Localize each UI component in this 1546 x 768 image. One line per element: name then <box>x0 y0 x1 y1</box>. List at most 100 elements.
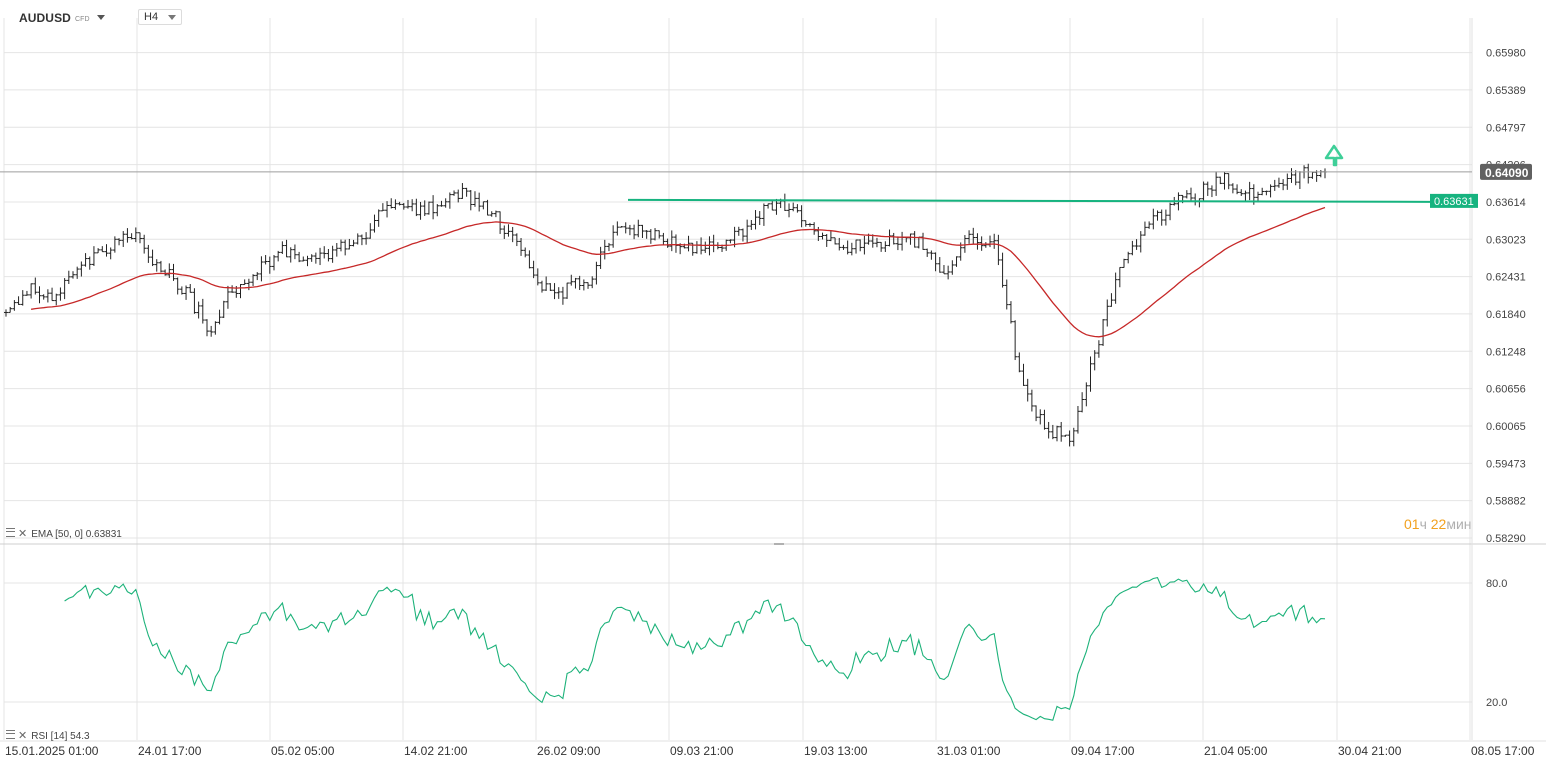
candle <box>975 233 980 250</box>
candle <box>1008 301 1013 324</box>
time-tick-label: 08.05 17:00 <box>1471 744 1535 758</box>
level-price-label: 0.63631 <box>1434 196 1474 208</box>
candle <box>267 256 272 274</box>
candle <box>883 241 888 252</box>
price-tick-label: 0.64797 <box>1486 122 1526 134</box>
close-icon[interactable]: ✕ <box>18 730 28 742</box>
ema-value: 0.63831 <box>85 529 122 540</box>
candle <box>150 249 155 267</box>
pane-resize-handle <box>774 543 784 545</box>
candle <box>422 200 427 217</box>
candle <box>112 236 117 253</box>
candle <box>845 240 850 255</box>
candle <box>158 260 163 273</box>
candles <box>4 163 1327 447</box>
candle <box>502 225 507 239</box>
candle <box>426 201 431 215</box>
candle <box>1025 378 1030 402</box>
candle <box>606 242 611 252</box>
candle <box>1151 208 1156 230</box>
candle <box>933 252 938 272</box>
rsi-tick-label: 80.0 <box>1486 578 1507 590</box>
candle <box>791 202 796 212</box>
candle <box>117 238 122 246</box>
candle <box>1113 272 1118 304</box>
candle <box>1000 252 1005 288</box>
candle <box>711 234 716 253</box>
candle <box>565 282 570 299</box>
candle <box>1264 190 1269 196</box>
candle <box>1021 363 1026 386</box>
candle <box>171 263 176 281</box>
ema-line <box>30 206 1326 338</box>
candle <box>908 233 913 245</box>
candle <box>401 202 406 210</box>
candle <box>556 287 561 299</box>
candle <box>1084 382 1089 407</box>
candle <box>343 239 348 256</box>
ema-name: EMA <box>31 529 53 540</box>
candle <box>1029 389 1034 412</box>
candle <box>334 242 339 257</box>
candle <box>1159 209 1164 226</box>
candle <box>20 290 25 306</box>
candle <box>1276 177 1281 188</box>
chevron-down-icon[interactable] <box>96 15 105 20</box>
candle <box>87 256 92 270</box>
candle <box>548 283 553 291</box>
candle <box>485 199 490 216</box>
candle <box>828 230 833 242</box>
indicator-settings-icon[interactable] <box>6 528 15 537</box>
price-tick-label: 0.61840 <box>1486 309 1526 321</box>
candle <box>460 183 465 199</box>
time-tick-label: 09.04 17:00 <box>1071 744 1135 758</box>
symbol-badge: CFD <box>74 16 90 23</box>
candle <box>891 232 896 245</box>
candle <box>1042 409 1047 430</box>
candle <box>259 256 264 282</box>
candle <box>372 214 377 233</box>
candle <box>1075 405 1080 434</box>
close-icon[interactable]: ✕ <box>18 528 28 540</box>
candle <box>519 238 524 256</box>
candle <box>1142 221 1147 236</box>
indicator-settings-icon[interactable] <box>6 730 15 739</box>
candle <box>364 232 369 245</box>
candle <box>439 200 444 207</box>
candle <box>359 234 364 246</box>
timeframe-select[interactable]: H4 <box>138 9 182 25</box>
symbol-selector[interactable]: AUDUSD CFD <box>19 11 105 25</box>
candle <box>983 242 988 248</box>
candle <box>104 244 109 257</box>
candle <box>523 247 528 258</box>
time-tick-label: 31.03 01:00 <box>937 744 1001 758</box>
candle <box>414 198 419 217</box>
time-tick-label: 19.03 13:00 <box>804 744 868 758</box>
candle <box>1272 179 1277 191</box>
candle <box>1092 350 1097 371</box>
candle <box>1080 392 1085 413</box>
candle <box>405 199 410 209</box>
candle <box>251 274 256 287</box>
candle <box>757 211 762 226</box>
candle <box>456 189 461 203</box>
candle <box>1243 190 1248 201</box>
candle <box>1197 198 1202 208</box>
candle <box>1193 193 1198 206</box>
ema-legend: ✕ EMA [50, 0] 0.63831 <box>6 527 122 540</box>
time-tick-label: 05.02 05:00 <box>271 744 335 758</box>
candle <box>276 250 281 262</box>
candle <box>573 277 578 289</box>
price-tick-label: 0.63023 <box>1486 234 1526 246</box>
candle <box>1130 240 1135 256</box>
candle <box>1126 251 1131 264</box>
candle <box>45 289 50 303</box>
candle <box>661 232 666 246</box>
candle <box>1122 258 1127 268</box>
candle <box>133 227 138 243</box>
candle <box>854 239 859 254</box>
candle <box>514 233 519 247</box>
candle <box>874 237 879 248</box>
candle <box>431 195 436 220</box>
